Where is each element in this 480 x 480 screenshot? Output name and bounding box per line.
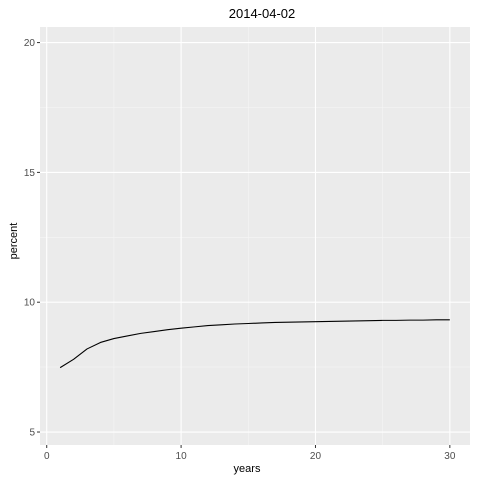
minor-grid — [40, 27, 470, 445]
series-line — [59, 319, 450, 369]
x-axis: 0 10 20 30 — [44, 445, 456, 462]
x-tick-label: 20 — [310, 451, 322, 462]
chart-title: 2014-04-02 — [229, 6, 296, 21]
x-tick-label: 10 — [176, 451, 188, 462]
y-axis-title: percent — [8, 223, 20, 260]
x-axis-title: years — [234, 463, 261, 475]
plot-panel — [40, 27, 470, 445]
x-tick-label: 0 — [44, 451, 50, 462]
series-layer — [59, 319, 450, 369]
y-axis: 5 10 15 20 — [24, 38, 40, 439]
y-tick-label: 15 — [24, 168, 36, 179]
x-tick-label: 30 — [444, 451, 456, 462]
y-tick-label: 5 — [29, 428, 35, 439]
y-tick-label: 20 — [24, 38, 36, 49]
y-tick-label: 10 — [24, 298, 36, 309]
major-grid — [40, 27, 470, 445]
